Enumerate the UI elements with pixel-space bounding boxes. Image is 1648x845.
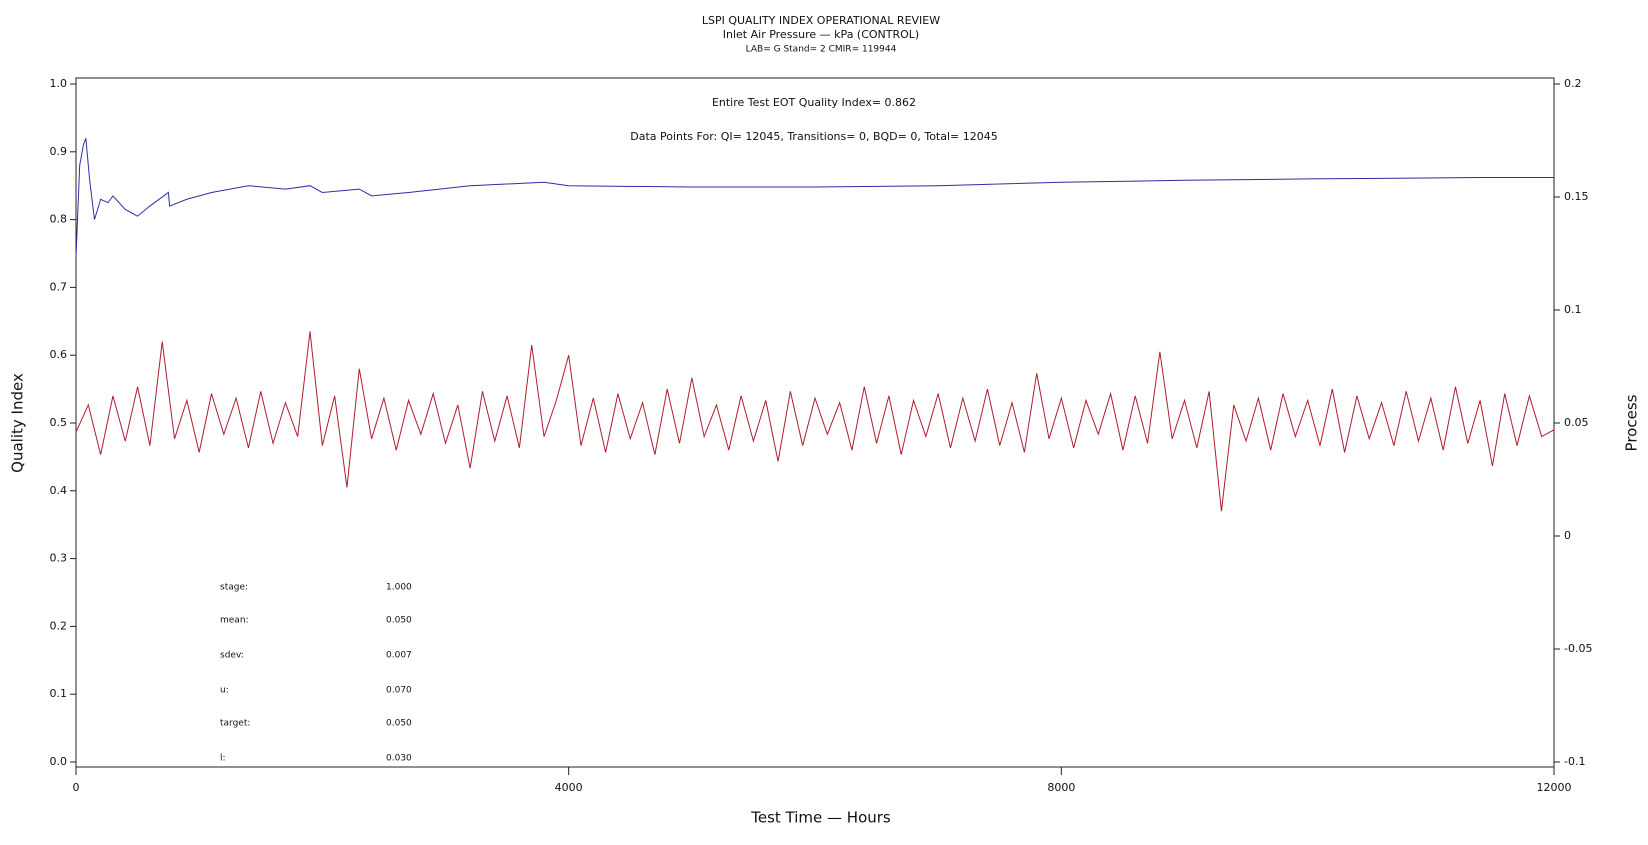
y-tick-label: 0.9 (50, 145, 68, 158)
annotation: Entire Test EOT Quality Index= 0.862 (712, 96, 916, 109)
stat-label: target: (220, 719, 250, 729)
stat-label: stage: (220, 583, 248, 593)
y-tick-label: 0.2 (50, 619, 68, 632)
chart-subtitle: Inlet Air Pressure — kPa (CONTROL) (723, 28, 919, 41)
chart-subtitle: LAB= G Stand= 2 CMIR= 119944 (746, 45, 897, 55)
stat-value: 0.050 (386, 719, 412, 729)
annotation: Data Points For: QI= 12045, Transitions=… (630, 130, 998, 143)
series-line (75, 331, 1555, 512)
y-tick-label: 0.7 (50, 280, 68, 293)
stat-label: mean: (220, 616, 249, 626)
stat-label: u: (220, 686, 229, 696)
y-tick-label: 0.4 (50, 484, 68, 497)
y2-tick-label: 0.15 (1564, 190, 1589, 203)
stat-value: 1.000 (386, 583, 412, 593)
y2-tick-label: 0.1 (1564, 303, 1582, 316)
y2-tick-label: 0.05 (1564, 416, 1589, 429)
stat-value: 0.030 (386, 754, 412, 764)
y2-axis-title: Process (1623, 394, 1641, 451)
y-axis-title: Quality Index (9, 373, 27, 473)
x-tick-label: 12000 (1537, 781, 1572, 794)
stat-label: sdev: (220, 651, 244, 661)
y2-tick-label: -0.05 (1564, 642, 1592, 655)
y2-tick-label: -0.1 (1564, 755, 1585, 768)
y2-tick-label: 0 (1564, 529, 1571, 542)
stat-value: 0.070 (386, 686, 412, 696)
y-tick-label: 0.6 (50, 348, 68, 361)
x-axis-title: Test Time — Hours (750, 809, 891, 827)
y2-tick-label: 0.2 (1564, 77, 1582, 90)
stat-value: 0.007 (386, 651, 412, 661)
y-tick-label: 0.0 (50, 755, 68, 768)
stat-label: l: (220, 754, 226, 764)
y-tick-label: 0.1 (50, 687, 68, 700)
plot-frame (75, 77, 1555, 768)
x-tick-label: 4000 (555, 781, 583, 794)
x-tick-label: 8000 (1047, 781, 1075, 794)
chart-title: LSPI QUALITY INDEX OPERATIONAL REVIEW (702, 14, 940, 27)
y-tick-label: 0.8 (50, 213, 68, 226)
series-line (75, 138, 1554, 257)
y-tick-label: 0.3 (50, 552, 68, 565)
x-tick-label: 0 (73, 781, 80, 794)
stat-value: 0.050 (386, 616, 412, 626)
y-tick-label: 0.5 (50, 416, 68, 429)
y-tick-label: 1.0 (50, 77, 68, 90)
